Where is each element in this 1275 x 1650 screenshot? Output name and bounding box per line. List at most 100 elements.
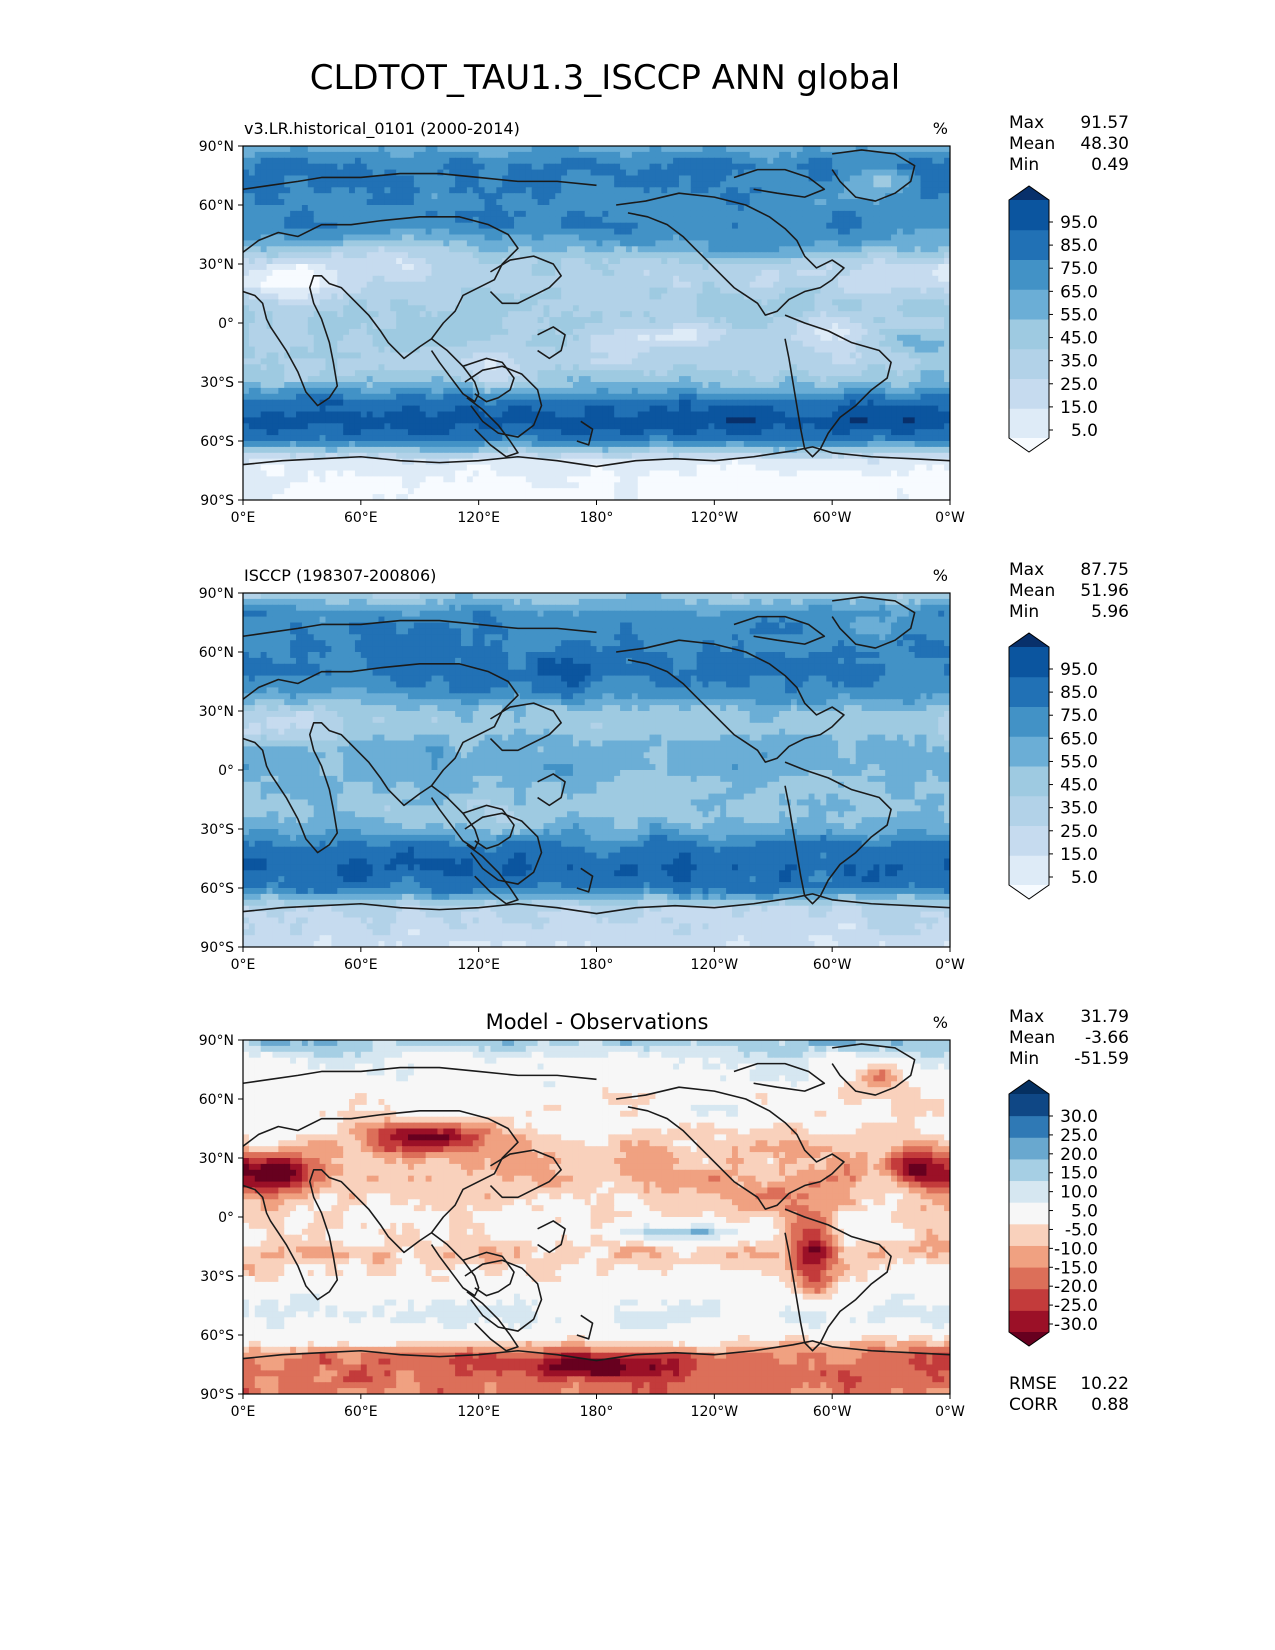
colorbar-outline <box>1008 1079 1050 1347</box>
lon-tick-label: 180° <box>580 957 614 973</box>
colorbar-bin <box>1009 1267 1049 1290</box>
panel-obs: 90°N 60°N 30°N 0° 30°S 60°S 90°S0°E 60°E 120°E 18… <box>199 560 1129 973</box>
colorbar-bin <box>1009 1158 1049 1182</box>
stat-label: Min <box>1009 1049 1039 1069</box>
colorbar-tick-label: 75.0 <box>1060 706 1098 726</box>
colorbar-bin <box>1009 408 1049 439</box>
colorbar-bin <box>1009 1137 1049 1160</box>
colorbar-bin <box>1009 1288 1049 1311</box>
lon-tick-label: 60°E <box>344 510 378 526</box>
stat-value: 0.49 <box>1091 155 1129 175</box>
colorbar-tick-label: 45.0 <box>1060 776 1098 796</box>
map-field-model <box>243 146 950 500</box>
colorbar-bin <box>1009 647 1049 678</box>
colorbar-cap-top <box>1009 186 1049 200</box>
colorbar-bin <box>1009 736 1049 767</box>
lat-tick-label: 60°N <box>199 1092 234 1108</box>
lat-tick-label: 30°N <box>199 704 234 720</box>
metric-label: CORR <box>1009 1395 1058 1415</box>
colorbar-tick-label: -25.0 <box>1054 1296 1098 1316</box>
colorbar-tick-label: -15.0 <box>1054 1258 1098 1278</box>
colorbar-bin <box>1009 1223 1049 1246</box>
colorbar-tick-label: 15.0 <box>1060 1164 1098 1184</box>
panel-title: v3.LR.historical_0101 (2000-2014) <box>244 119 520 139</box>
lon-tick-label: 60°E <box>344 1404 378 1420</box>
lon-tick-label: 0°E <box>231 1404 256 1420</box>
colorbar-tick-label: 55.0 <box>1060 752 1098 772</box>
colorbar-bin <box>1009 855 1049 886</box>
lat-tick-label: 90°N <box>199 1033 234 1049</box>
colorbar-tick-label: 65.0 <box>1060 729 1098 749</box>
lat-tick-label: 90°N <box>199 139 234 155</box>
colorbar-tick-label: 45.0 <box>1060 329 1098 349</box>
colorbar-bin <box>1009 825 1049 856</box>
colorbar-bin <box>1009 200 1049 231</box>
colorbar-cap-bottom <box>1009 885 1049 899</box>
lon-tick-label: 120°W <box>691 510 739 526</box>
colorbar-tick-label: 20.0 <box>1060 1145 1098 1165</box>
colorbar-bin <box>1009 259 1049 290</box>
stat-label: Min <box>1009 602 1039 622</box>
metric-value: 10.22 <box>1080 1374 1129 1394</box>
metric-label: RMSE <box>1009 1374 1057 1394</box>
colorbar-obs: 95.0 85.0 75.0 65.0 55.0 45.0 35.0 25.0 15.0 5.0 <box>1008 632 1098 900</box>
lat-tick-label: 30°S <box>200 375 234 391</box>
colorbar-tick-label: 95.0 <box>1060 660 1098 680</box>
colorbar-diff: 30.025.020.015.010.05.0-5.0-10.0-15.0-20… <box>1008 1079 1098 1347</box>
colorbar-bin <box>1009 766 1049 797</box>
panel-units: % <box>933 119 948 138</box>
colorbar-bin <box>1009 795 1049 826</box>
stat-value: 5.96 <box>1091 602 1129 622</box>
colorbar-tick-label: 95.0 <box>1060 213 1098 233</box>
lat-tick-label: 90°N <box>199 586 234 602</box>
colorbar-model: 95.0 85.0 75.0 65.0 55.0 45.0 35.0 25.0 15.0 5.0 <box>1008 185 1098 453</box>
lon-tick-label: 60°W <box>813 1404 852 1420</box>
colorbar-tick-label: 25.0 <box>1060 375 1098 395</box>
panel-title: Model - Observations <box>486 1010 709 1034</box>
colorbar-tick-label: -5.0 <box>1065 1220 1098 1240</box>
colorbar-bin <box>1009 229 1049 260</box>
colorbar-tick-label: 55.0 <box>1060 305 1098 325</box>
colorbar-tick-label: 5.0 <box>1071 1202 1098 1222</box>
colorbar-tick-label: 15.0 <box>1060 845 1098 865</box>
lat-tick-label: 90°S <box>200 940 234 956</box>
lat-tick-label: 30°S <box>200 1269 234 1285</box>
colorbar-cap-top <box>1009 1080 1049 1094</box>
lon-tick-label: 120°E <box>457 1404 500 1420</box>
lat-tick-label: 0° <box>218 316 234 332</box>
colorbar-tick-label: 35.0 <box>1060 799 1098 819</box>
colorbar-tick-label: 15.0 <box>1060 398 1098 418</box>
colorbar-bin <box>1009 1202 1049 1225</box>
colorbar-tick-label: 10.0 <box>1060 1183 1098 1203</box>
colorbar-bin <box>1009 1094 1049 1117</box>
panel-diff: 90°N 60°N 30°N 0° 30°S 60°S 90°S0°E 60°E 120°E 18… <box>199 1007 1129 1420</box>
colorbar-outline <box>1008 632 1050 900</box>
lon-tick-label: 120°W <box>691 1404 739 1420</box>
lat-tick-label: 90°S <box>200 493 234 509</box>
lon-tick-label: 0°W <box>935 957 965 973</box>
lat-tick-label: 0° <box>218 763 234 779</box>
panel-units: % <box>933 566 948 585</box>
lon-tick-label: 0°W <box>935 1404 965 1420</box>
lat-tick-label: 30°N <box>199 257 234 273</box>
stat-label: Max <box>1009 560 1044 580</box>
lat-tick-label: 60°N <box>199 645 234 661</box>
stat-value: 87.75 <box>1080 560 1129 580</box>
lat-tick-label: 60°S <box>200 434 234 450</box>
stat-label: Mean <box>1009 134 1055 154</box>
colorbar-bin <box>1009 1115 1049 1138</box>
colorbar-tick-label: 30.0 <box>1060 1107 1098 1127</box>
colorbar-tick-label: 35.0 <box>1060 352 1098 372</box>
lat-tick-label: 30°N <box>199 1151 234 1167</box>
stat-label: Min <box>1009 155 1039 175</box>
colorbar-bin <box>1009 1245 1049 1268</box>
colorbar-tick-label: -10.0 <box>1054 1239 1098 1259</box>
colorbar-tick-label: -30.0 <box>1054 1315 1098 1335</box>
stat-value: -51.59 <box>1074 1049 1129 1069</box>
stat-label: Mean <box>1009 581 1055 601</box>
lon-tick-label: 120°E <box>457 957 500 973</box>
colorbar-tick-label: 5.0 <box>1071 421 1098 441</box>
lat-tick-label: 0° <box>218 1210 234 1226</box>
panel-model: 90°N 60°N 30°N 0° 30°S 60°S 90°S0°E 60°E 120°E 18… <box>199 113 1129 526</box>
panel-title: ISCCP (198307-200806) <box>244 566 436 585</box>
